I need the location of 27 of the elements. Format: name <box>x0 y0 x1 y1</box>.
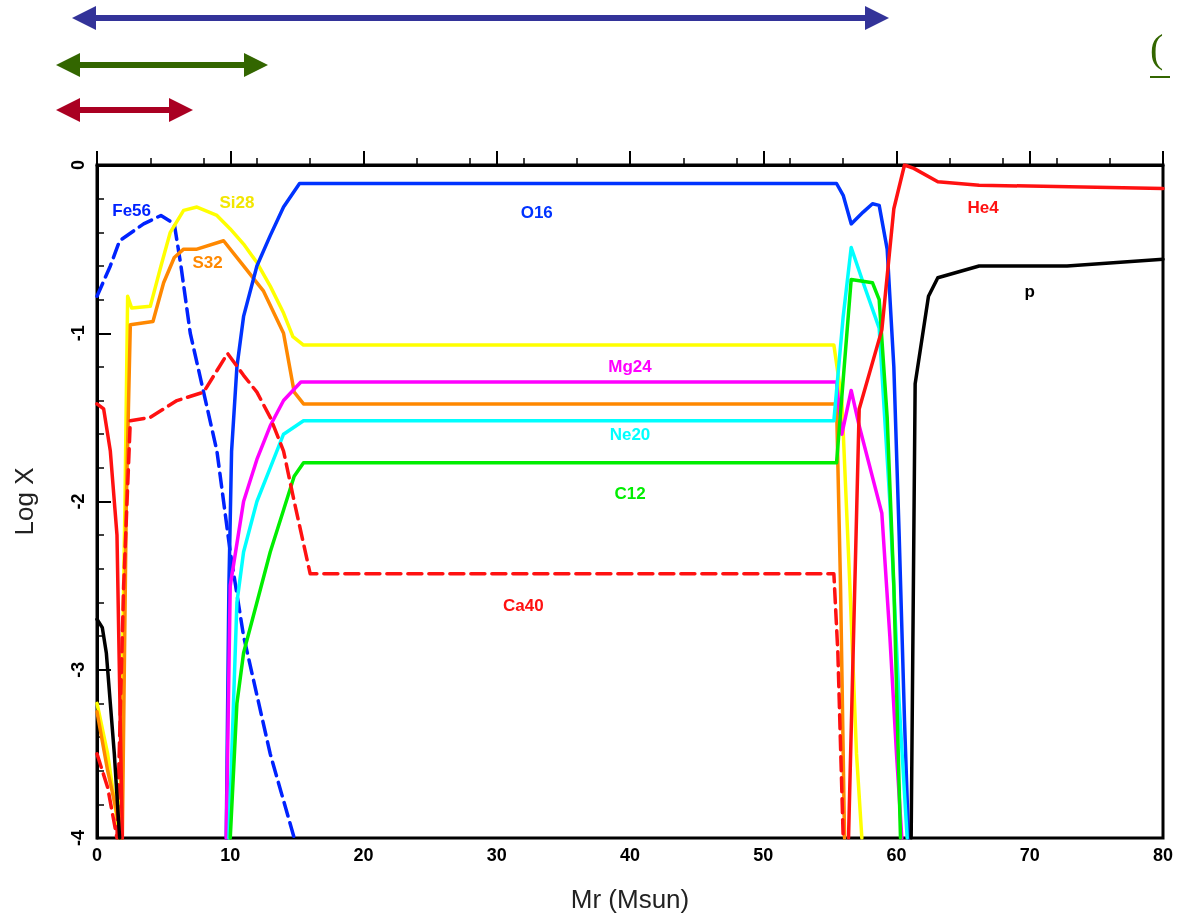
x-tick-label: 80 <box>1152 845 1174 865</box>
y-tick-label: -1 <box>68 325 88 342</box>
series-label: Mg24 <box>608 357 653 377</box>
series-label: He4 <box>967 197 1000 217</box>
x-tick-label: 70 <box>1019 845 1040 865</box>
series-label: Fe56 <box>112 200 152 220</box>
x-tick-label: 60 <box>886 845 907 865</box>
y-axis-title: Log X <box>9 467 39 536</box>
x-tick-label: 40 <box>619 845 641 865</box>
x-tick-label: 10 <box>220 845 241 865</box>
y-tick-label: -2 <box>68 493 88 510</box>
text: ( <box>1150 25 1164 71</box>
series-label: C12 <box>614 483 646 503</box>
x-tick-label: 20 <box>353 845 374 865</box>
series-label: Si28 <box>219 192 255 212</box>
series-label: Ne20 <box>609 424 651 444</box>
x-tick-label: 0 <box>91 845 103 865</box>
x-tick-label: 30 <box>486 845 507 865</box>
series-label: S32 <box>192 253 223 273</box>
y-tick-label: -4 <box>68 829 88 847</box>
series-label: Ca40 <box>503 596 544 616</box>
x-axis-title: Mr (Msun) <box>570 884 690 914</box>
y-tick-label: 0 <box>68 159 88 171</box>
series-label: p <box>1024 281 1035 301</box>
series-label: O16 <box>520 202 553 222</box>
y-tick-label: -3 <box>68 661 88 678</box>
x-tick-label: 50 <box>753 845 774 865</box>
